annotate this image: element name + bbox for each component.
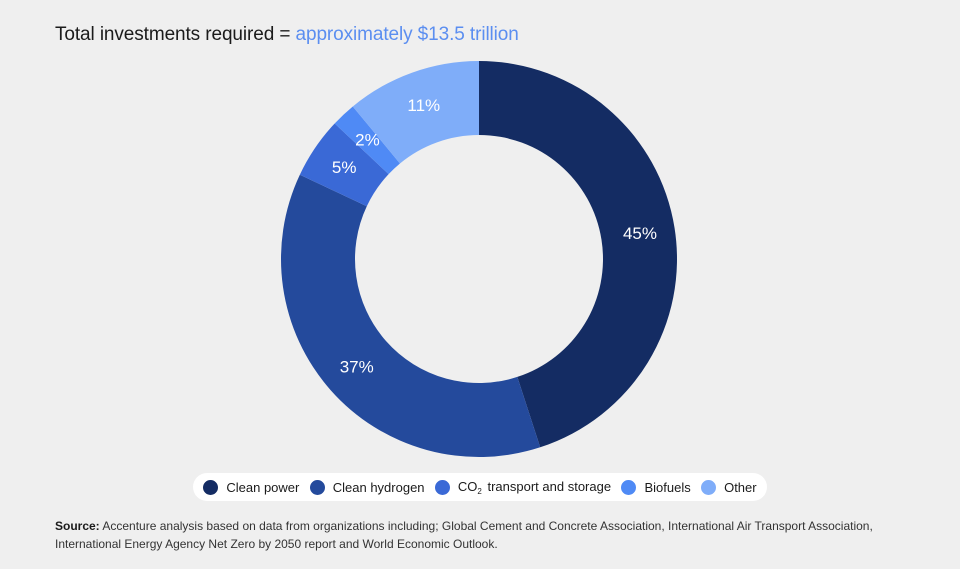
chart-legend: Clean power Clean hydrogen CO2 transport… xyxy=(193,473,767,501)
legend-label-biofuels: Biofuels xyxy=(644,479,691,495)
legend-item-clean-hydrogen: Clean hydrogen xyxy=(309,479,425,495)
slice-label-biofuels: 2% xyxy=(355,131,380,150)
legend-item-other: Other xyxy=(701,479,757,495)
legend-label-co2-suffix: transport and storage xyxy=(483,478,612,494)
slice-other xyxy=(352,61,479,164)
slice-clean-hydrogen xyxy=(281,174,541,458)
legend-label-clean-hydrogen: Clean hydrogen xyxy=(332,479,425,495)
slice-clean-power xyxy=(479,61,677,448)
slice-label-other: 11% xyxy=(407,96,440,115)
slice-co2-transport-and-storage xyxy=(299,123,389,207)
legend-swatch-clean-power xyxy=(203,479,219,495)
legend-label-clean-power: Clean power xyxy=(226,479,300,495)
chart-title-highlight: approximately $13.5 trillion xyxy=(295,24,519,45)
slice-label-clean-power: 45% xyxy=(623,224,657,243)
slice-label-co2-transport-and-storage: 5% xyxy=(332,158,357,177)
source-text: Accenture analysis based on data from or… xyxy=(55,519,873,551)
legend-label-co2-subscript: 2 xyxy=(477,486,482,496)
legend-swatch-co2-transport xyxy=(434,479,450,495)
source-note: Source: Accenture analysis based on data… xyxy=(55,517,915,553)
legend-label-co2-prefix: CO xyxy=(457,478,478,494)
donut-labels: 45% 37% 5% 2% 11% xyxy=(332,96,657,376)
slice-label-clean-hydrogen: 37% xyxy=(340,357,374,376)
chart-title: Total investments required = approximate… xyxy=(55,24,519,46)
legend-label-co2-transport: CO2 transport and storage xyxy=(458,479,611,496)
legend-item-biofuels: Biofuels xyxy=(621,479,691,495)
legend-swatch-clean-hydrogen xyxy=(309,479,325,495)
donut-slices xyxy=(281,61,677,458)
legend-item-clean-power: Clean power xyxy=(203,479,300,495)
legend-swatch-biofuels xyxy=(621,479,637,495)
legend-label-other: Other xyxy=(724,479,757,495)
slice-biofuels xyxy=(334,106,400,175)
legend-item-co2-transport: CO2 transport and storage xyxy=(434,479,611,496)
source-label: Source: xyxy=(55,519,100,533)
legend-swatch-other xyxy=(701,479,717,495)
chart-title-prefix: Total investments required = xyxy=(55,24,296,45)
